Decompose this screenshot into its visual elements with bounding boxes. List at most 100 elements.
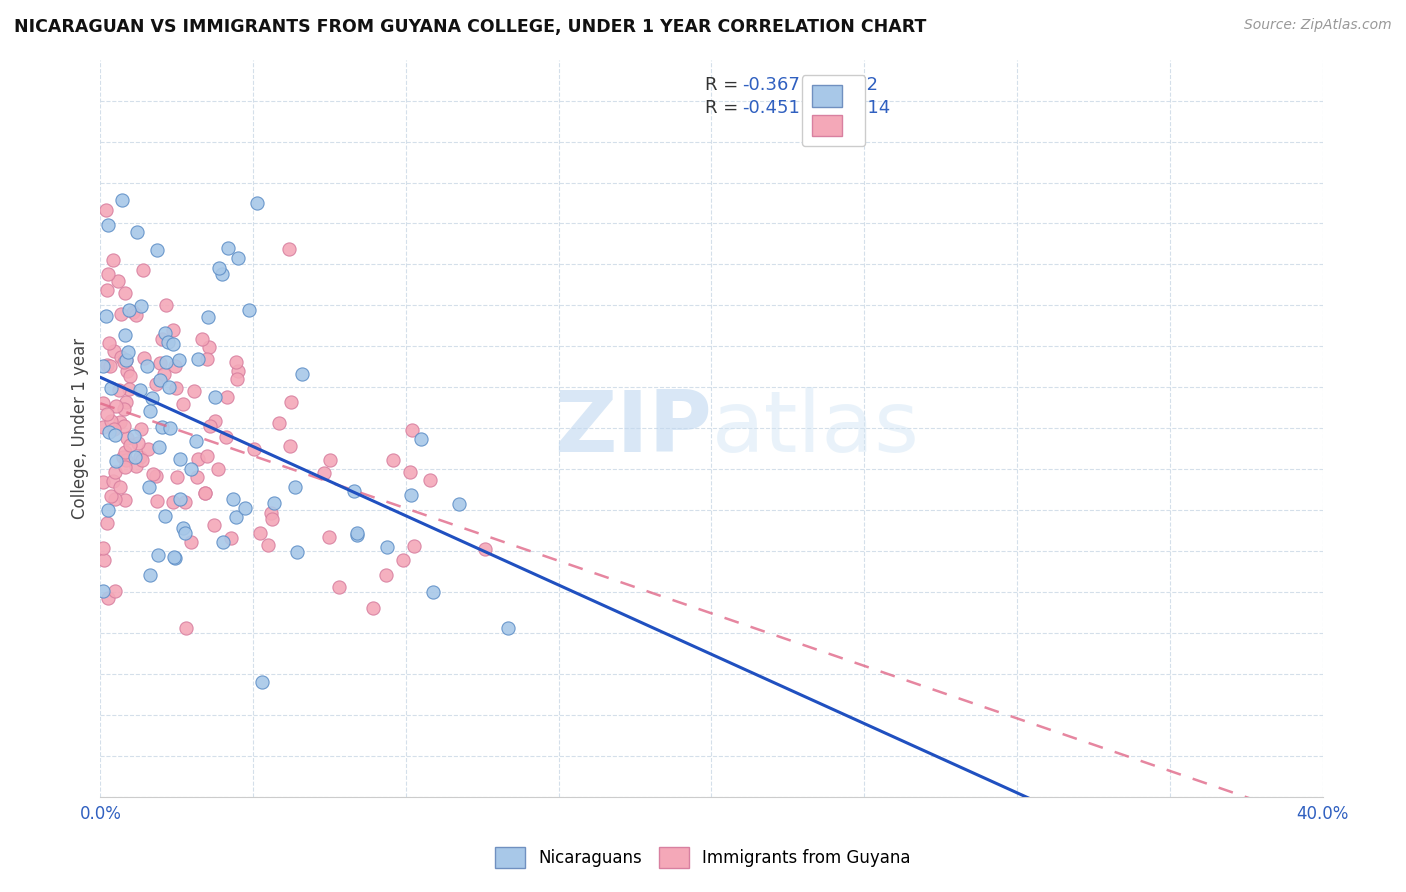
Point — [150, 420, 173, 434]
Point — [145, 493, 167, 508]
Point — [318, 530, 340, 544]
Point — [93, 583, 115, 598]
Point — [110, 307, 132, 321]
Point — [212, 535, 235, 549]
Point — [139, 404, 162, 418]
Point — [226, 252, 249, 266]
Text: Source: ZipAtlas.com: Source: ZipAtlas.com — [1244, 18, 1392, 32]
Point — [382, 453, 405, 467]
Point — [149, 356, 172, 370]
Point — [112, 402, 135, 417]
Point — [135, 359, 157, 373]
Point — [117, 364, 139, 378]
Point — [165, 381, 187, 395]
Point — [111, 193, 134, 207]
Point — [145, 376, 167, 391]
Point — [118, 303, 141, 318]
Point — [101, 252, 124, 267]
Point — [93, 420, 115, 434]
Point — [215, 429, 238, 443]
Text: N =: N = — [815, 98, 868, 117]
Point — [120, 438, 142, 452]
Point — [114, 492, 136, 507]
Point — [142, 467, 165, 482]
Point — [314, 467, 336, 481]
Point — [115, 453, 138, 467]
Point — [174, 495, 197, 509]
Point — [278, 439, 301, 453]
Point — [187, 452, 209, 467]
Point — [221, 492, 243, 507]
Point — [172, 521, 194, 535]
Point — [114, 445, 136, 459]
Point — [148, 440, 170, 454]
Point — [422, 585, 444, 599]
Point — [93, 475, 115, 489]
Point — [156, 334, 179, 349]
Point — [115, 431, 138, 445]
Point — [121, 305, 143, 319]
Point — [226, 364, 249, 378]
Point — [114, 459, 136, 474]
Point — [392, 553, 415, 567]
Point — [97, 591, 120, 606]
Point — [174, 525, 197, 540]
Legend: , : , — [801, 75, 865, 146]
Point — [162, 336, 184, 351]
Text: ZIP: ZIP — [554, 387, 711, 470]
Point — [207, 462, 229, 476]
Point — [374, 568, 396, 582]
Point — [278, 242, 301, 256]
Point — [267, 416, 290, 430]
Point — [101, 474, 124, 488]
Point — [252, 675, 274, 690]
Point — [162, 495, 184, 509]
Point — [138, 479, 160, 493]
Point — [197, 352, 219, 367]
Point — [93, 553, 115, 567]
Point — [104, 584, 127, 599]
Point — [104, 427, 127, 442]
Point — [221, 531, 243, 545]
Point — [169, 352, 191, 367]
Point — [114, 328, 136, 343]
Point — [94, 203, 117, 218]
Point — [124, 458, 146, 473]
Point — [103, 422, 125, 436]
Point — [399, 488, 422, 502]
Point — [447, 497, 470, 511]
Point — [319, 453, 342, 467]
Point — [328, 580, 350, 594]
Text: 72: 72 — [856, 77, 879, 95]
Point — [93, 359, 115, 374]
Text: atlas: atlas — [711, 387, 920, 470]
Point — [97, 218, 120, 232]
Point — [104, 492, 127, 507]
Point — [104, 454, 127, 468]
Text: NICARAGUAN VS IMMIGRANTS FROM GUYANA COLLEGE, UNDER 1 YEAR CORRELATION CHART: NICARAGUAN VS IMMIGRANTS FROM GUYANA COL… — [14, 18, 927, 36]
Point — [163, 359, 186, 374]
Point — [125, 309, 148, 323]
Point — [180, 462, 202, 476]
Point — [198, 340, 221, 354]
Point — [108, 416, 131, 430]
Point — [96, 407, 118, 421]
Point — [246, 196, 269, 211]
Point — [118, 382, 141, 396]
Point — [375, 540, 398, 554]
Legend: Nicaraguans, Immigrants from Guyana: Nicaraguans, Immigrants from Guyana — [488, 840, 918, 875]
Point — [249, 526, 271, 541]
Point — [217, 390, 239, 404]
Point — [409, 432, 432, 446]
Point — [204, 390, 226, 404]
Point — [225, 355, 247, 369]
Point — [183, 384, 205, 399]
Point — [197, 310, 219, 325]
Point — [108, 480, 131, 494]
Point — [103, 466, 125, 480]
Point — [146, 244, 169, 258]
Point — [157, 379, 180, 393]
Point — [132, 263, 155, 277]
Point — [233, 501, 256, 516]
Point — [263, 496, 285, 510]
